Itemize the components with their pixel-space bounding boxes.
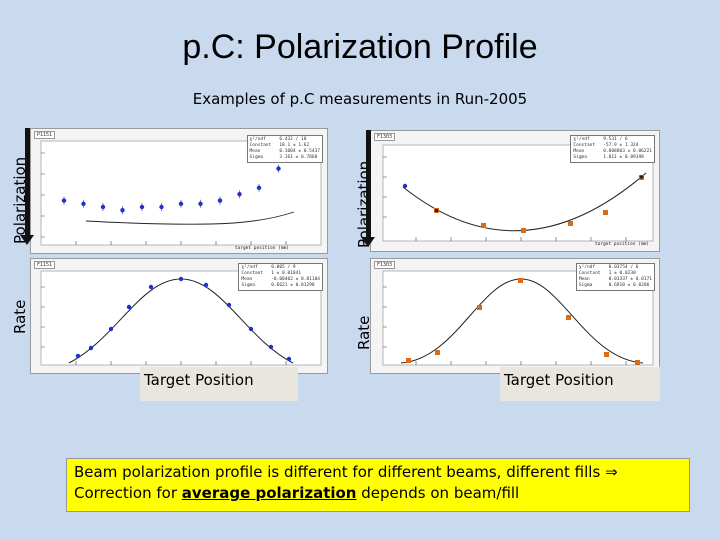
note-line-2-emphasis: average polarization — [181, 484, 357, 502]
note-line-1-text: Beam polarization profile is different f… — [74, 463, 601, 481]
data-point — [256, 185, 262, 190]
down-arrow-icon-right — [361, 130, 375, 247]
data-point — [178, 201, 184, 206]
data-point — [81, 201, 86, 206]
plot-top-left-points — [61, 164, 281, 215]
data-point — [139, 204, 145, 210]
plot-bottom-right-stats: χ²/ndf 0.03754 / 6 Constant 1 ± 0.0230 M… — [575, 263, 655, 291]
data-point — [120, 208, 125, 213]
data-point — [217, 198, 223, 203]
plot-bottom-left-stats: χ²/ndf 0.005 / 9 Constant 1 ± 0.01041 Me… — [238, 263, 323, 291]
data-point — [100, 204, 106, 210]
note-line-1: Beam polarization profile is different f… — [74, 462, 682, 483]
data-point — [276, 166, 281, 171]
plot-bottom-right-points — [406, 278, 640, 365]
data-point — [61, 198, 67, 203]
slide-subtitle: Examples of p.C measurements in Run-2005 — [192, 90, 528, 108]
plot-top-right: F1303 χ²/ndf 9.531 / 6 Constant -57.9 ± … — [370, 130, 660, 252]
note-line-2: Correction for average polarization depe… — [74, 483, 682, 504]
data-point — [198, 201, 203, 206]
note-line-2-pre: Correction for — [74, 484, 182, 502]
note-box: Beam polarization profile is different f… — [66, 458, 690, 512]
plot-bottom-left-hist-name: F1151 — [34, 261, 56, 269]
target-position-label-right: Target Position — [500, 367, 660, 401]
data-point — [237, 192, 242, 197]
target-position-label-left: Target Position — [140, 367, 298, 401]
plot-top-right-stats: χ²/ndf 9.531 / 6 Constant -57.9 ± 1.324 … — [570, 135, 655, 163]
rate-label-left: Rate — [11, 299, 29, 334]
plot-top-right-points — [402, 175, 644, 233]
plot-top-left-stats: χ²/ndf 6.432 / 10 Constant 18.1 ± 1.62 M… — [246, 135, 323, 163]
note-line-2-post: depends on beam/fill — [356, 484, 520, 502]
data-point — [159, 204, 164, 210]
rate-label-right: Rate — [355, 315, 373, 350]
plot-top-left-xtitle: target position (mm) — [234, 246, 289, 251]
slide-title: p.C: Polarization Profile — [182, 28, 538, 66]
plot-bottom-right: F1303 χ²/ndf 0.03754 / 6 Constant 1 ± 0.… — [370, 258, 660, 374]
implies-arrow-icon: ⇒ — [605, 463, 618, 481]
plot-top-left: P1151 χ²/ndf 6.432 / 10 Constant 18.1 ± … — [30, 128, 328, 254]
plot-bottom-left-points — [75, 276, 292, 362]
plot-top-right-xtitle: target position (mm) — [594, 242, 649, 247]
plot-top-right-hist-name: F1303 — [374, 133, 396, 141]
plot-top-left-hist-name: P1151 — [34, 131, 56, 139]
plot-bottom-left: F1151 χ²/ndf 0.005 / 9 Constant 1 ± 0.01… — [30, 258, 328, 374]
down-arrow-icon-left — [20, 128, 34, 245]
plot-bottom-right-hist-name: F1303 — [374, 261, 396, 269]
